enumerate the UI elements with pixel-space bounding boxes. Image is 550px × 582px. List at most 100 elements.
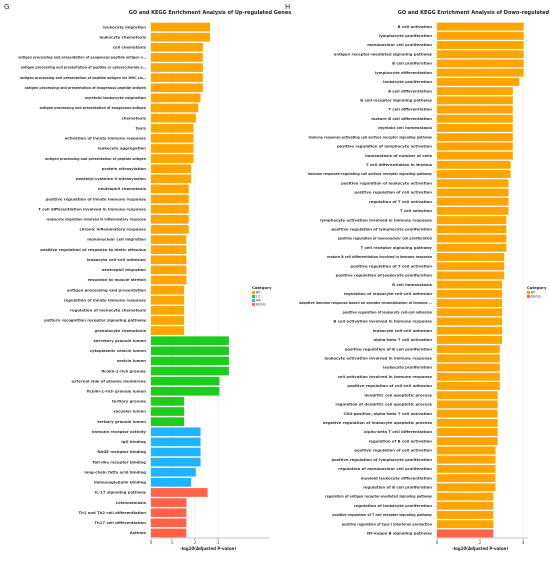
bar bbox=[151, 508, 187, 518]
category-label: positive regulation of leukocyte cell-ce… bbox=[342, 310, 432, 314]
x-tick-label: 2 bbox=[194, 540, 197, 545]
category-label: dendritic cell apoptotic process bbox=[364, 392, 432, 397]
bar bbox=[437, 50, 524, 59]
legend-swatch bbox=[252, 291, 255, 294]
bar bbox=[437, 160, 511, 169]
bar bbox=[151, 204, 189, 214]
category-label: lymphocyte differentiation bbox=[375, 70, 432, 75]
bar bbox=[151, 417, 185, 426]
bar bbox=[437, 197, 509, 206]
bar bbox=[151, 123, 194, 133]
bar bbox=[151, 376, 220, 386]
category-label: regulation of mononuclear cell prolifera… bbox=[338, 466, 432, 471]
bar bbox=[151, 103, 199, 113]
bar bbox=[437, 326, 502, 335]
category-label: mature B cell differentiation bbox=[371, 116, 432, 121]
category-label: cytoplasmic vesicle lumen bbox=[90, 348, 146, 353]
bar bbox=[151, 225, 189, 234]
bar bbox=[437, 151, 513, 160]
bar bbox=[437, 446, 496, 455]
category-label: peptidyl-cysteine S-nitrosylation bbox=[76, 176, 146, 181]
legend-label: KEGG bbox=[531, 295, 541, 299]
category-label: regulation of monocyte chemotaxis bbox=[70, 308, 147, 313]
category-label: CD4-positive, alpha-beta T cell activati… bbox=[344, 411, 433, 416]
bar bbox=[151, 478, 192, 487]
bar bbox=[151, 316, 185, 325]
bar bbox=[437, 225, 507, 234]
bar bbox=[437, 216, 507, 225]
category-label: positive regulation of mononuclear cell … bbox=[338, 237, 433, 241]
bar bbox=[437, 511, 494, 519]
bar bbox=[151, 326, 185, 335]
bar bbox=[437, 262, 505, 271]
bar bbox=[151, 83, 203, 93]
x-axis-label: -log10(Adjusted P-value) bbox=[180, 546, 236, 551]
category-label: Th1 and Th2 cell differentiation bbox=[79, 510, 147, 515]
category-label: positive regulation of response to bioti… bbox=[40, 247, 146, 252]
bar bbox=[151, 144, 194, 153]
legend-title: Category bbox=[252, 285, 272, 290]
bar bbox=[437, 474, 496, 483]
category-label: pattern recognition receptor signaling p… bbox=[44, 318, 146, 323]
bar bbox=[437, 22, 524, 31]
bar bbox=[151, 295, 185, 305]
category-label: Asthma bbox=[130, 530, 147, 535]
bar bbox=[437, 77, 520, 86]
category-label: myeloid cell homeostasis bbox=[378, 125, 433, 130]
category-label: leukocyte aggregation bbox=[98, 146, 146, 151]
bar bbox=[437, 170, 511, 178]
bar bbox=[437, 87, 513, 96]
bar bbox=[437, 391, 498, 400]
category-label: antigen processing and presentation of p… bbox=[21, 66, 146, 70]
bar bbox=[437, 335, 502, 344]
category-label: leukocyte activation involved in immune … bbox=[324, 356, 432, 361]
bar bbox=[437, 105, 513, 114]
legend-label: CC bbox=[256, 295, 261, 299]
category-label: ficolin-1-rich granule lumen bbox=[87, 388, 147, 393]
bar bbox=[437, 41, 524, 49]
bar bbox=[151, 397, 185, 406]
category-label: Toll-like receptor binding bbox=[92, 459, 146, 464]
bar bbox=[437, 372, 500, 381]
legend-label: BP bbox=[531, 291, 535, 295]
x-tick-label: 3 bbox=[217, 540, 220, 545]
category-label: positive regulation of cell-cell adhesio… bbox=[347, 383, 432, 388]
category-label: B cell proliferation bbox=[392, 61, 432, 66]
chart-title: GO and KEGG Enrichment Analysis of Down-… bbox=[398, 10, 550, 16]
category-label: alpha-beta T cell differentiation bbox=[364, 429, 432, 434]
legend-swatch bbox=[527, 295, 530, 298]
x-tick-label: 4 bbox=[522, 540, 525, 545]
category-label: IL-17 signaling pathway bbox=[95, 490, 147, 495]
category-label: myeloid leukocyte differentiation bbox=[361, 475, 433, 480]
bar bbox=[437, 179, 509, 188]
category-label: long-chain fatty acid binding bbox=[84, 469, 146, 474]
legend-label: BP bbox=[256, 291, 260, 295]
bar bbox=[151, 235, 187, 244]
category-label: response to muscle stretch bbox=[88, 277, 147, 282]
category-label: positive regulation of T cell receptor s… bbox=[332, 513, 433, 517]
category-label: mature B cell differentiation involved i… bbox=[327, 255, 432, 259]
category-label: T cell differentiation bbox=[388, 107, 432, 112]
bar bbox=[151, 457, 201, 467]
category-label: leukocyte chemotaxis bbox=[99, 34, 146, 39]
bar bbox=[437, 68, 524, 77]
category-label: external side of plasma membrane bbox=[71, 378, 146, 383]
bar bbox=[151, 113, 196, 123]
category-label: antigen processing and presentation of p… bbox=[45, 157, 147, 161]
category-label: antigen processing and presentation of p… bbox=[20, 76, 146, 80]
bar bbox=[151, 174, 192, 184]
bar bbox=[151, 214, 189, 224]
bar bbox=[437, 345, 500, 354]
category-label: antigen processing and presentation of e… bbox=[25, 86, 147, 90]
category-label: myeloid leukocyte migration bbox=[85, 95, 146, 100]
bar bbox=[151, 306, 185, 315]
category-label: adaptive immune response based on somati… bbox=[299, 301, 432, 305]
category-label: regulation of leukocyte proliferation bbox=[354, 503, 432, 508]
category-label: lymphocyte proliferation bbox=[379, 33, 432, 38]
category-label: T cell selection bbox=[400, 208, 432, 213]
legend-swatch bbox=[527, 291, 530, 294]
x-tick-label: 0 bbox=[436, 540, 439, 545]
category-label: chronic inflammatory response bbox=[79, 227, 146, 232]
bar bbox=[437, 409, 498, 418]
